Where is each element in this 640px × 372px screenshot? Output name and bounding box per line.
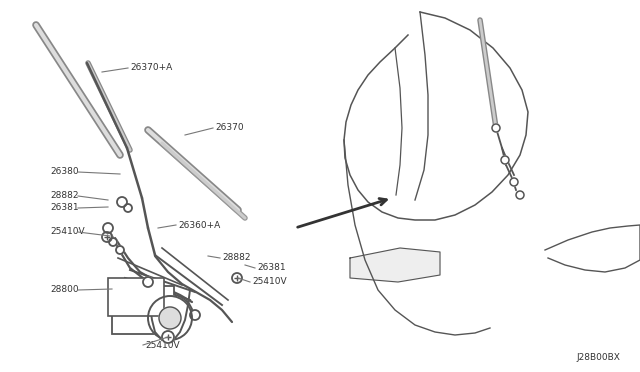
Circle shape: [190, 310, 200, 320]
Circle shape: [124, 204, 132, 212]
Circle shape: [510, 178, 518, 186]
Circle shape: [516, 191, 524, 199]
Text: 26381: 26381: [50, 203, 79, 212]
Circle shape: [492, 124, 500, 132]
Text: 26360+A: 26360+A: [178, 221, 220, 230]
Circle shape: [148, 296, 192, 340]
Circle shape: [117, 197, 127, 207]
Circle shape: [159, 307, 181, 329]
Text: 26370: 26370: [215, 124, 244, 132]
FancyBboxPatch shape: [108, 278, 164, 316]
Circle shape: [109, 238, 117, 246]
Text: 26380: 26380: [50, 167, 79, 176]
Text: 25410V: 25410V: [252, 278, 287, 286]
Circle shape: [501, 156, 509, 164]
Text: J28B00BX: J28B00BX: [576, 353, 620, 362]
Circle shape: [102, 232, 112, 242]
Text: 25410V: 25410V: [50, 228, 84, 237]
Text: 28882: 28882: [222, 253, 250, 263]
Text: 26370+A: 26370+A: [130, 64, 172, 73]
Circle shape: [232, 273, 242, 283]
Text: 28882: 28882: [50, 192, 79, 201]
Text: 26381: 26381: [257, 263, 285, 273]
FancyBboxPatch shape: [112, 286, 174, 334]
Polygon shape: [350, 248, 440, 282]
Circle shape: [162, 331, 174, 343]
Circle shape: [116, 246, 124, 254]
Text: 25410V: 25410V: [145, 340, 180, 350]
Text: 28800: 28800: [50, 285, 79, 295]
Circle shape: [143, 277, 153, 287]
Circle shape: [103, 223, 113, 233]
